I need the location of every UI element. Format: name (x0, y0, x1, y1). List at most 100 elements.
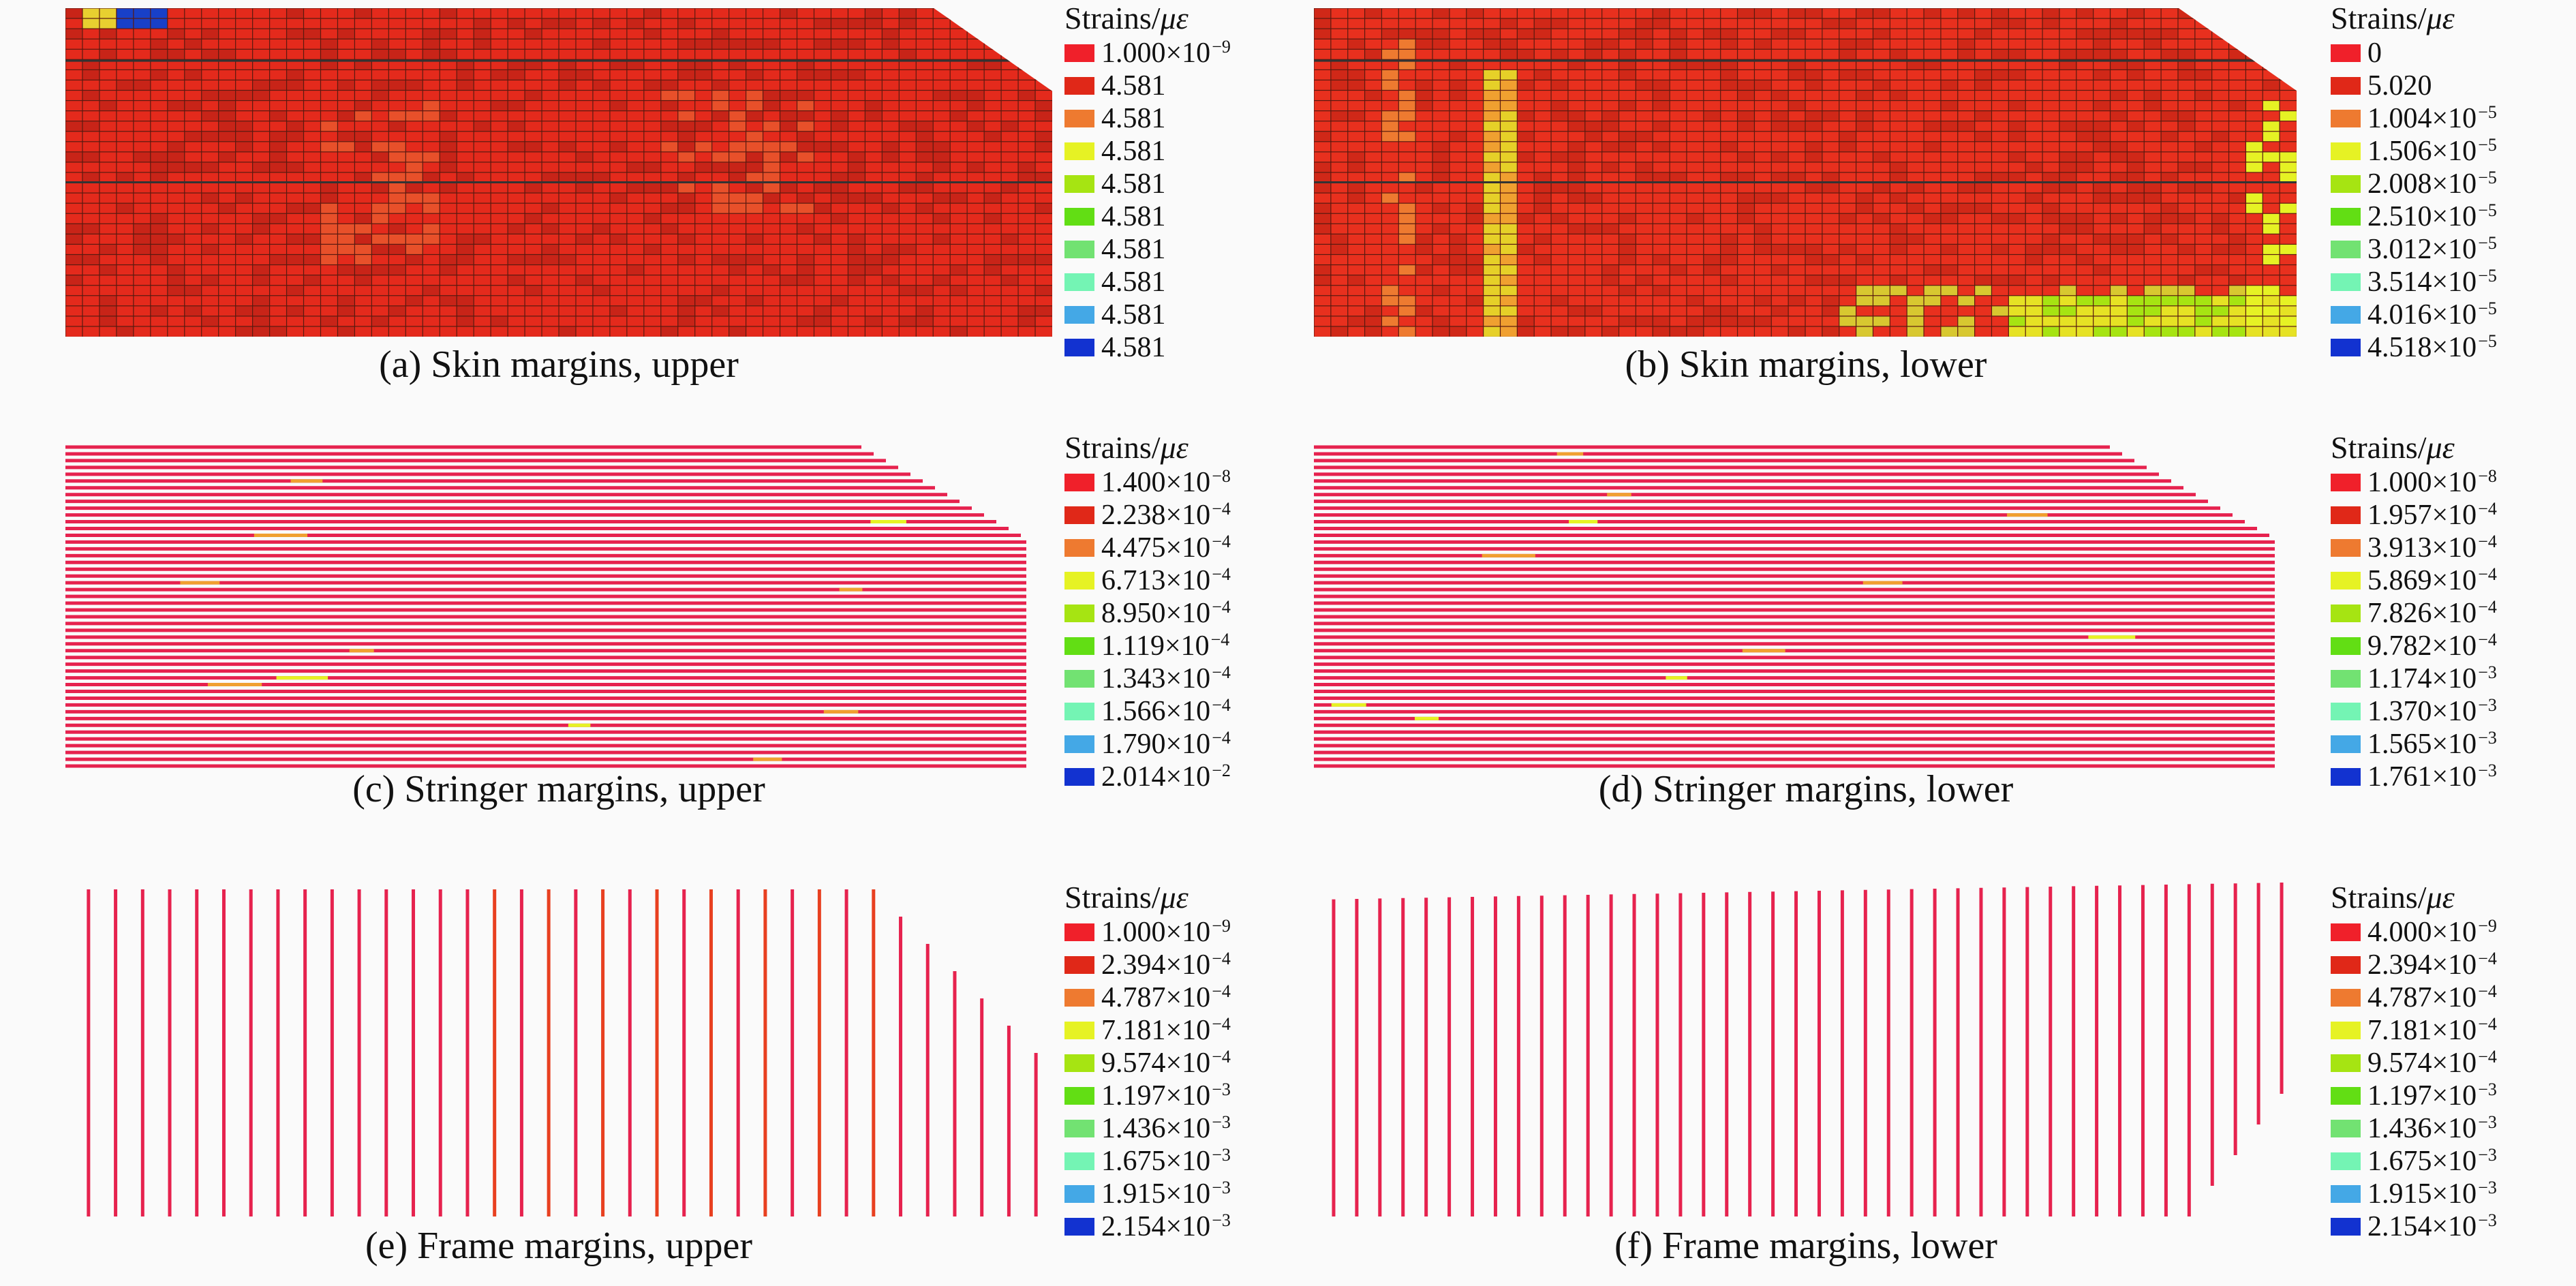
mesh-cell (779, 89, 798, 102)
mesh-cell (729, 233, 747, 245)
mesh-cell (1432, 110, 1450, 122)
mesh-cell (116, 89, 134, 102)
mesh-cell (1550, 18, 1569, 30)
mesh-cell (660, 326, 679, 337)
mesh-cell (2194, 151, 2213, 164)
mesh-cell (1669, 89, 1688, 102)
mesh-cell (2160, 316, 2179, 328)
mesh-cell (949, 243, 968, 256)
mesh-cell (796, 254, 815, 266)
mesh-cell (2245, 38, 2264, 50)
mesh-cell (337, 110, 356, 122)
mesh-cell (2025, 305, 2044, 317)
mesh-cell (2109, 192, 2128, 204)
mesh-cell (150, 89, 168, 102)
mesh-cell (1991, 8, 2010, 20)
mesh-cell (1432, 69, 1450, 81)
mesh-cell (473, 182, 492, 194)
mesh-cell (371, 89, 390, 102)
mesh-cell (1364, 254, 1383, 266)
mesh-cell (1923, 264, 1942, 276)
mesh-cell (746, 121, 764, 132)
mesh-cell (881, 213, 900, 225)
mesh-cell (796, 223, 815, 235)
mesh-cell (2211, 79, 2230, 91)
mesh-cell (2143, 28, 2162, 40)
mesh-cell (1906, 243, 1925, 256)
mesh-cell (660, 99, 679, 112)
mesh-cell (2279, 326, 2297, 337)
mesh-cell (490, 110, 509, 122)
mesh-cell (1839, 264, 1857, 276)
mesh-cell (65, 38, 84, 50)
mesh-cell (2228, 162, 2247, 174)
mesh-cell (218, 131, 236, 142)
mesh-cell (558, 28, 577, 40)
mesh-cell (371, 305, 390, 317)
mesh-cell (337, 38, 356, 50)
mesh-cell (371, 285, 390, 296)
mesh-cell (813, 89, 832, 102)
mesh-cell (762, 99, 781, 112)
mesh-cell (779, 121, 798, 132)
caption-c: (c) Stringer margins, upper (352, 768, 765, 810)
mesh-cell (626, 264, 645, 276)
mesh-cell (1483, 28, 1501, 40)
mesh-cell (235, 285, 254, 296)
mesh-cell (1991, 141, 2010, 153)
mesh-cell (2109, 131, 2128, 142)
mesh-cell (2177, 8, 2196, 20)
mesh-cell (2076, 151, 2094, 164)
mesh-cell (1805, 275, 1823, 286)
mesh-cell (1381, 162, 1400, 174)
mesh-cell (1533, 275, 1552, 286)
mesh-cell (1483, 89, 1501, 102)
mesh-cell (558, 305, 577, 317)
mesh-cell (388, 243, 407, 256)
mesh-cell (1923, 151, 1942, 164)
legend-exponent: −5 (2478, 266, 2497, 286)
mesh-cell (2143, 326, 2162, 337)
mesh-cell (1889, 202, 1908, 215)
mesh-cell (1635, 326, 1654, 337)
mesh-cell (1017, 305, 1037, 317)
mesh-cell (1618, 121, 1637, 132)
mesh-cell (1000, 89, 1019, 102)
mesh-cell (2279, 38, 2297, 50)
mesh-cell (184, 121, 202, 132)
mesh-cell (1601, 110, 1620, 122)
mesh-cell (864, 305, 883, 317)
mesh-cell (1550, 79, 1569, 91)
legend-value: 1.790×10 (1101, 729, 1211, 760)
mesh-cell (2126, 28, 2145, 40)
mesh-cell (558, 69, 577, 81)
mesh-cell (422, 162, 441, 174)
mesh-cell (813, 243, 832, 256)
mesh-cell (1398, 48, 1417, 61)
mesh-cell (252, 121, 271, 132)
mesh-cell (2059, 285, 2077, 296)
mesh-cell (252, 99, 271, 112)
mesh-cell (150, 99, 168, 112)
mesh-cell (2109, 18, 2128, 30)
mesh-cell (1635, 254, 1654, 266)
mesh-cell (660, 182, 679, 194)
mesh-cell (184, 192, 202, 204)
mesh-cell (184, 254, 202, 266)
mesh-cell (2262, 48, 2281, 61)
mesh-cell (881, 38, 900, 50)
mesh-cell (1770, 79, 1790, 91)
legend-entry: 2.394×10 −4 (2331, 949, 2497, 981)
mesh-cell (1686, 48, 1704, 61)
mesh-cell (1601, 192, 1620, 204)
mesh-cell (915, 79, 934, 91)
mesh-cell (2177, 285, 2196, 296)
mesh-cell (2008, 141, 2027, 153)
mesh-cell (116, 121, 134, 132)
mesh-cell (1584, 69, 1603, 81)
mesh-cell (2160, 79, 2179, 91)
mesh-cell (2008, 48, 2027, 61)
mesh-cell (1381, 192, 1400, 204)
mesh-cell (881, 131, 900, 142)
mesh-cell (1770, 162, 1790, 174)
